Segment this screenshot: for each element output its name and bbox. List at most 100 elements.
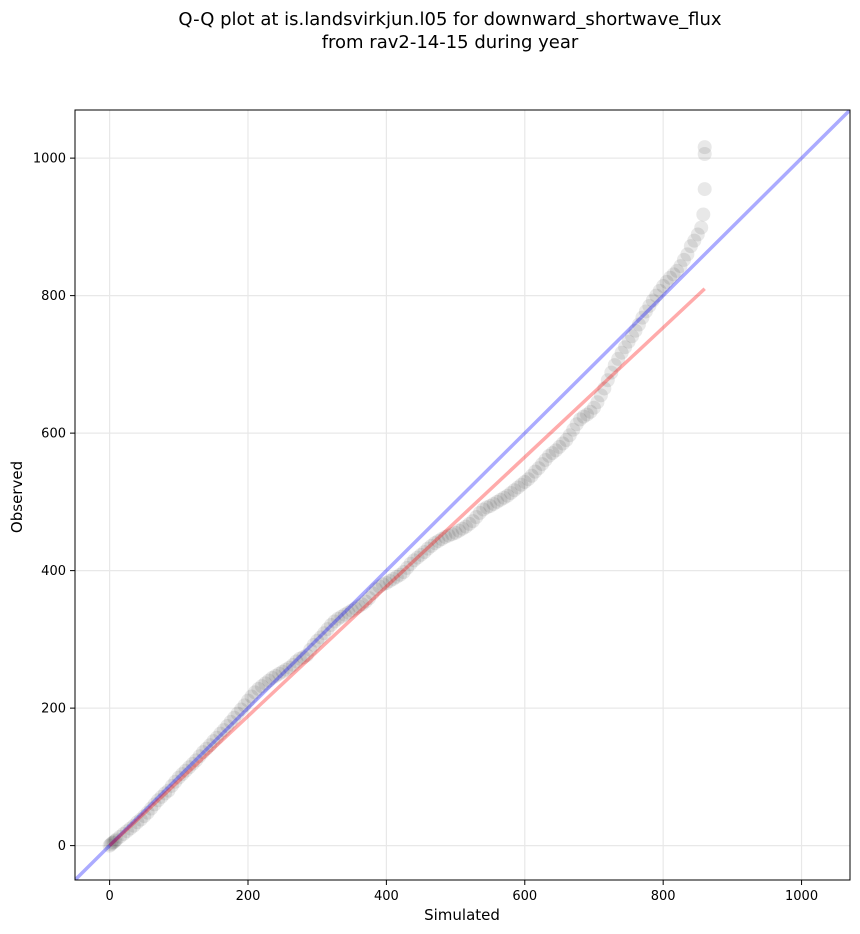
data-point (645, 293, 660, 308)
data-point (452, 523, 467, 538)
data-point (296, 650, 311, 665)
data-point (538, 452, 553, 467)
data-point (476, 502, 491, 517)
data-point (628, 323, 643, 338)
data-point (642, 298, 657, 313)
data-point (299, 648, 314, 663)
data-point (555, 436, 570, 451)
data-point (334, 609, 349, 624)
data-point (666, 267, 681, 282)
data-point (507, 483, 522, 498)
data-point (178, 763, 193, 778)
data-point (486, 496, 501, 511)
data-point (631, 317, 646, 332)
data-point (697, 147, 712, 161)
x-axis-label: Simulated (424, 906, 500, 924)
data-point (175, 767, 190, 782)
data-point (652, 283, 667, 298)
data-point (282, 660, 297, 675)
data-point (161, 783, 176, 798)
data-point (638, 304, 653, 319)
data-point (230, 706, 245, 721)
chart-title: Q-Q plot at is.landsvirkjun.l05 for down… (178, 9, 722, 30)
data-point (424, 538, 439, 553)
data-point (275, 664, 290, 679)
data-point (573, 412, 588, 427)
data-point (548, 443, 563, 458)
data-point (580, 407, 595, 422)
data-point (407, 553, 422, 568)
data-point (593, 388, 608, 403)
data-point (635, 310, 650, 325)
data-point (313, 630, 328, 645)
data-point (358, 594, 373, 609)
data-point (687, 233, 702, 248)
data-point (192, 749, 207, 764)
data-point (164, 778, 179, 793)
data-point (279, 662, 294, 677)
data-point (445, 527, 460, 542)
y-axis-label: Observed (8, 461, 26, 533)
data-point (351, 599, 366, 614)
data-point (237, 698, 252, 713)
data-point (690, 227, 705, 242)
data-point (268, 668, 283, 683)
data-point (362, 591, 377, 606)
data-point (108, 833, 123, 848)
data-point (517, 474, 532, 489)
data-point (676, 252, 691, 267)
data-point (133, 812, 148, 827)
reference-line (75, 110, 850, 880)
data-point (247, 685, 262, 700)
data-point (209, 730, 224, 745)
data-point (462, 516, 477, 531)
data-point (649, 288, 664, 303)
data-point (341, 605, 356, 620)
data-point (597, 381, 612, 396)
data-point (569, 417, 584, 432)
data-point (410, 550, 425, 565)
data-point (510, 480, 525, 495)
data-point (375, 577, 390, 592)
axis-ticks: 0 200 400 600 800 1000 0 200 400 600 800 1000 (33, 152, 818, 904)
data-point (151, 793, 166, 808)
data-point (434, 532, 449, 546)
data-point (344, 603, 359, 618)
data-point (317, 626, 332, 641)
data-point (272, 666, 287, 681)
plot-frame (74, 109, 851, 881)
data-point (227, 710, 242, 725)
plot-area (75, 110, 850, 880)
data-points (102, 140, 712, 853)
data-point (524, 468, 539, 483)
data-point (625, 329, 640, 344)
data-point (106, 835, 121, 850)
data-point (503, 485, 518, 500)
data-point (528, 464, 543, 479)
data-point (618, 340, 633, 355)
x-tick-label: 0 (105, 889, 113, 904)
data-point (621, 334, 636, 349)
data-point (586, 400, 601, 415)
data-point (199, 741, 214, 756)
data-point (562, 428, 577, 443)
reference-lines (75, 110, 850, 880)
data-point (189, 753, 204, 768)
data-point (327, 614, 342, 629)
data-point (604, 365, 619, 380)
data-point (545, 446, 560, 461)
data-point (448, 525, 463, 540)
data-point (103, 837, 118, 852)
data-point (330, 611, 345, 626)
data-point (611, 351, 626, 366)
data-point (140, 805, 155, 820)
data-point (265, 670, 280, 685)
x-tick-label: 600 (512, 889, 537, 904)
data-point (469, 510, 484, 524)
data-point (389, 569, 404, 584)
data-point (393, 567, 408, 582)
data-point (458, 519, 473, 534)
data-point (144, 801, 159, 816)
reference-line (108, 287, 706, 847)
